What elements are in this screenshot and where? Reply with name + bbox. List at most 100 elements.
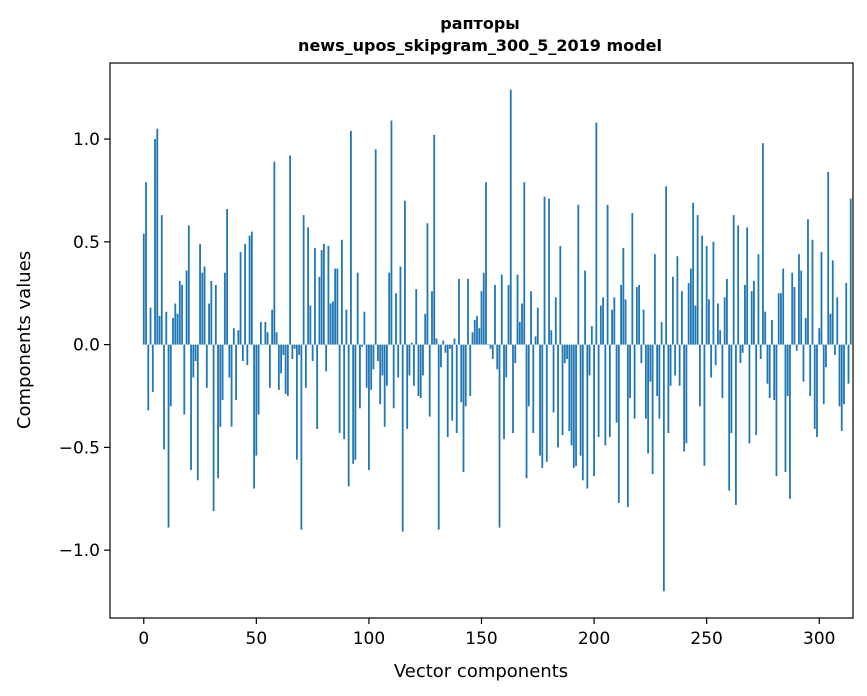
bar — [543, 196, 546, 345]
bar — [259, 322, 262, 345]
bar — [800, 270, 803, 345]
bar — [521, 303, 523, 345]
bar — [449, 344, 451, 349]
bar — [798, 254, 800, 345]
bar — [791, 272, 794, 345]
bar — [440, 344, 442, 368]
bar — [597, 344, 600, 438]
bar — [428, 344, 431, 417]
bar — [726, 278, 728, 345]
bar — [651, 344, 654, 475]
bar — [451, 344, 454, 421]
bar — [250, 231, 253, 345]
bar — [662, 344, 665, 592]
bar — [626, 344, 629, 507]
bar — [586, 344, 589, 489]
bar — [386, 344, 388, 386]
bar — [762, 143, 764, 345]
bar — [295, 344, 298, 460]
bar — [422, 344, 424, 376]
bar — [142, 233, 145, 345]
bar — [228, 344, 231, 378]
bar — [773, 344, 776, 401]
x-tick-label: 300 — [803, 629, 835, 649]
bar — [361, 344, 364, 347]
bar — [212, 344, 215, 512]
bar — [505, 344, 508, 378]
bar — [172, 317, 174, 345]
bar — [417, 344, 420, 396]
bar — [307, 227, 310, 345]
bar — [178, 280, 181, 345]
bar — [313, 248, 316, 345]
bar — [217, 344, 219, 479]
bar — [764, 311, 767, 345]
bar — [316, 344, 319, 429]
bar — [408, 344, 411, 376]
bar — [455, 344, 458, 433]
bar — [365, 344, 368, 388]
y-tick-label: 0.5 — [73, 233, 100, 253]
bar — [831, 260, 834, 345]
bar — [390, 120, 393, 345]
bar — [699, 344, 701, 407]
bar — [638, 285, 641, 345]
y-tick-label: 0.0 — [73, 336, 100, 356]
bar — [336, 268, 339, 345]
bar — [253, 344, 255, 489]
bar — [701, 235, 704, 345]
bar — [818, 328, 821, 345]
bar — [599, 305, 602, 345]
bar — [581, 344, 584, 481]
bar — [678, 344, 681, 386]
bar — [739, 344, 742, 364]
bar — [642, 309, 645, 345]
bar — [268, 344, 271, 388]
bar — [147, 344, 150, 411]
bar — [187, 225, 190, 345]
bar — [840, 344, 843, 431]
bar — [807, 219, 809, 345]
bar — [471, 332, 474, 345]
bar — [239, 252, 242, 345]
bar — [145, 182, 147, 345]
bar — [262, 344, 264, 346]
bar — [572, 344, 575, 468]
bar — [165, 311, 168, 345]
bar — [827, 171, 830, 345]
bar — [309, 305, 312, 345]
bar — [255, 344, 258, 456]
bar — [647, 344, 650, 454]
bar — [545, 344, 548, 462]
bar — [518, 322, 521, 345]
bar — [383, 344, 386, 427]
bar — [183, 344, 186, 415]
bar — [482, 272, 485, 345]
bar — [635, 287, 638, 345]
bar — [608, 344, 611, 438]
bar — [780, 293, 782, 345]
bar — [167, 344, 170, 528]
bar — [264, 322, 267, 345]
bar — [214, 285, 217, 345]
bar — [219, 344, 222, 427]
bar — [494, 285, 496, 345]
chart-title-line-1: рапторы — [440, 14, 520, 33]
x-tick-label: 50 — [246, 629, 268, 649]
bar — [291, 344, 294, 359]
bar — [683, 344, 686, 452]
bar — [613, 297, 616, 345]
bar — [721, 344, 724, 399]
bar — [559, 245, 562, 345]
bar — [782, 268, 785, 345]
bar — [392, 344, 395, 409]
bar — [478, 328, 481, 345]
bar — [710, 344, 713, 378]
bar — [802, 344, 805, 382]
bar — [575, 344, 577, 466]
bar — [689, 268, 692, 345]
bar — [343, 344, 346, 440]
bar — [644, 344, 647, 419]
bar — [413, 344, 415, 386]
bar — [527, 344, 530, 407]
